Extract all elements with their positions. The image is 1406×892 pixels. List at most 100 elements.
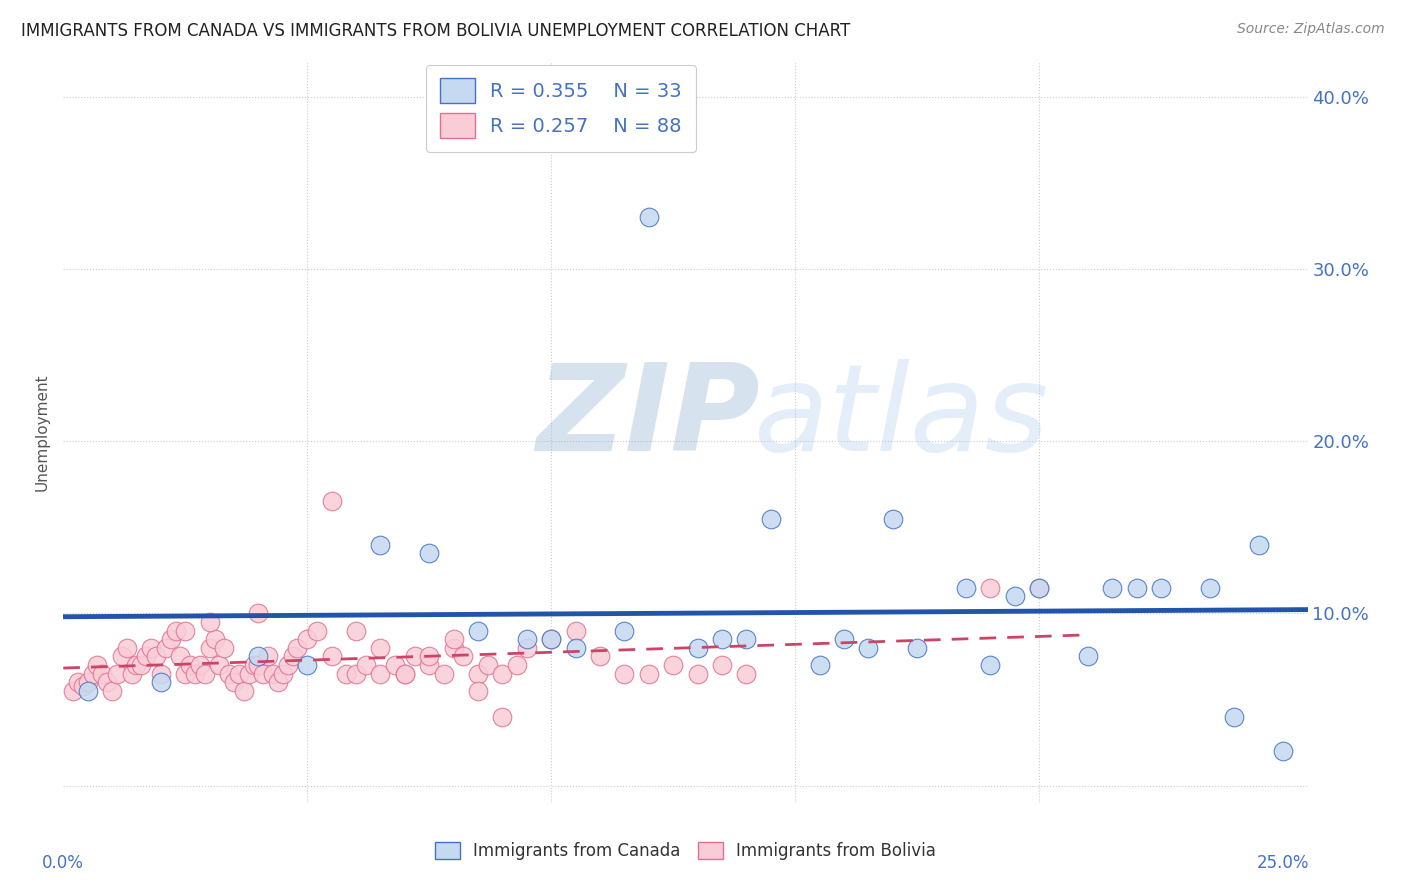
Point: [271, 666, 294, 681]
Point: [443, 632, 465, 647]
Point: [1272, 744, 1295, 758]
Text: atlas: atlas: [754, 359, 1049, 476]
Point: [467, 624, 489, 638]
Point: [418, 658, 440, 673]
Point: [711, 632, 734, 647]
Point: [115, 640, 138, 655]
Legend: Immigrants from Canada, Immigrants from Bolivia: Immigrants from Canada, Immigrants from …: [427, 834, 943, 869]
Point: [418, 649, 440, 664]
Point: [62, 684, 84, 698]
Point: [637, 666, 659, 681]
Text: 25.0%: 25.0%: [1257, 855, 1309, 872]
Point: [433, 666, 456, 681]
Point: [131, 658, 153, 673]
Point: [66, 675, 89, 690]
Text: Source: ZipAtlas.com: Source: ZipAtlas.com: [1237, 22, 1385, 37]
Point: [564, 640, 586, 655]
Point: [711, 658, 734, 673]
Point: [370, 537, 392, 551]
Point: [491, 666, 513, 681]
Point: [506, 658, 529, 673]
Point: [321, 494, 343, 508]
Point: [979, 658, 1001, 673]
Point: [321, 649, 343, 664]
Point: [297, 658, 319, 673]
Point: [228, 666, 250, 681]
Point: [184, 666, 207, 681]
Point: [111, 649, 134, 664]
Point: [257, 649, 280, 664]
Point: [759, 512, 782, 526]
Point: [72, 679, 94, 693]
Point: [121, 666, 143, 681]
Y-axis label: Unemployment: Unemployment: [35, 374, 51, 491]
Point: [297, 632, 319, 647]
Point: [135, 649, 157, 664]
Point: [165, 624, 187, 638]
Point: [1028, 581, 1050, 595]
Point: [159, 632, 181, 647]
Point: [232, 684, 254, 698]
Point: [1199, 581, 1222, 595]
Point: [287, 640, 309, 655]
Point: [540, 632, 562, 647]
Point: [149, 675, 172, 690]
Point: [370, 640, 392, 655]
Point: [453, 649, 475, 664]
Point: [305, 624, 328, 638]
Point: [188, 658, 211, 673]
Point: [477, 658, 499, 673]
Point: [467, 666, 489, 681]
Point: [832, 632, 855, 647]
Point: [125, 658, 148, 673]
Point: [735, 632, 758, 647]
Point: [179, 658, 201, 673]
Point: [613, 666, 636, 681]
Point: [370, 666, 392, 681]
Point: [686, 666, 709, 681]
Point: [443, 640, 465, 655]
Point: [222, 675, 245, 690]
Point: [1101, 581, 1123, 595]
Point: [1077, 649, 1099, 664]
Point: [686, 640, 709, 655]
Point: [204, 632, 226, 647]
Point: [198, 640, 221, 655]
Point: [858, 640, 880, 655]
Point: [247, 658, 270, 673]
Point: [218, 666, 240, 681]
Point: [882, 512, 904, 526]
Point: [145, 649, 167, 664]
Point: [335, 666, 357, 681]
Point: [214, 640, 236, 655]
Point: [86, 658, 108, 673]
Point: [96, 675, 118, 690]
Point: [247, 607, 270, 621]
Point: [344, 666, 367, 681]
Point: [516, 632, 538, 647]
Point: [262, 666, 284, 681]
Point: [418, 546, 440, 560]
Point: [169, 649, 191, 664]
Point: [467, 684, 489, 698]
Point: [139, 640, 162, 655]
Point: [637, 211, 659, 225]
Point: [344, 624, 367, 638]
Point: [613, 624, 636, 638]
Point: [905, 640, 928, 655]
Point: [1150, 581, 1173, 595]
Point: [91, 666, 114, 681]
Text: 0.0%: 0.0%: [42, 855, 84, 872]
Point: [808, 658, 831, 673]
Point: [491, 709, 513, 723]
Point: [354, 658, 377, 673]
Point: [155, 640, 177, 655]
Point: [82, 666, 104, 681]
Point: [208, 658, 231, 673]
Point: [1004, 589, 1026, 603]
Point: [955, 581, 977, 595]
Point: [267, 675, 290, 690]
Point: [394, 666, 416, 681]
Point: [149, 666, 172, 681]
Point: [662, 658, 685, 673]
